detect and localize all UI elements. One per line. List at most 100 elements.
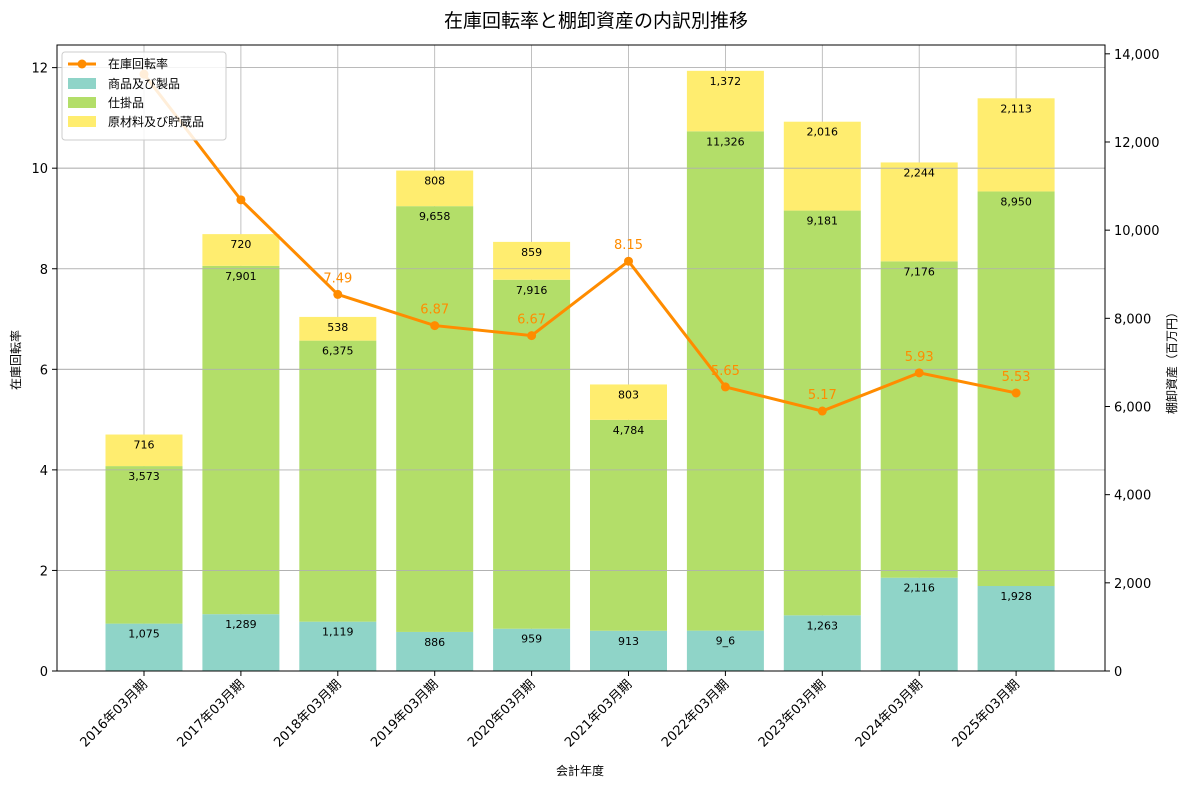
bar-value-label: 11,326	[706, 135, 745, 148]
rate-value-label: 5.93	[905, 350, 934, 365]
rate-point	[914, 368, 924, 378]
rate-value-label: 5.65	[711, 364, 740, 379]
x-tick-label: 2025年03月期	[950, 677, 1023, 750]
y-left-tick-label: 6	[40, 363, 48, 378]
y-right-tick-label: 0	[1114, 665, 1122, 680]
bar-value-label: 1,928	[1000, 590, 1032, 603]
bar-segment	[977, 98, 1055, 192]
y-right-tick-label: 8,000	[1114, 312, 1151, 327]
bar-segment	[105, 466, 183, 624]
bar-segment	[686, 131, 764, 631]
bar-value-label: 1,372	[710, 75, 742, 88]
bar-value-label: 3,573	[128, 470, 160, 483]
rate-point	[624, 256, 633, 266]
legend-swatch	[68, 97, 96, 108]
bar-segment	[590, 419, 667, 631]
bar-segment	[783, 615, 861, 671]
x-tick-label: 2017年03月期	[174, 677, 247, 750]
rate-value-label: 7.49	[323, 271, 352, 286]
y-left-tick-label: 0	[40, 665, 48, 680]
x-tick-label: 2016年03月期	[78, 677, 151, 750]
y-right-tick-label: 4,000	[1114, 489, 1151, 504]
bar-value-label: 9_6	[716, 635, 736, 648]
bar-value-label: 859	[521, 246, 542, 259]
bar-segment	[880, 162, 958, 262]
legend-entry-label: 商品及び製品	[108, 76, 180, 91]
rate-point	[817, 406, 827, 416]
x-tick-label: 2019年03月期	[368, 677, 441, 750]
bar-segment	[880, 577, 958, 671]
rate-line-path	[142, 73, 1017, 413]
bar-segment	[977, 586, 1055, 671]
chart-title: 在庫回転率と棚卸資産の内訳別推移	[444, 10, 748, 32]
bar-value-label: 716	[134, 439, 155, 452]
legend-entry-label: 在庫回転率	[108, 56, 168, 71]
bar-segment	[590, 384, 667, 420]
bar-value-label: 1,289	[225, 618, 257, 631]
bar-value-label: 803	[618, 388, 639, 401]
x-tick-label: 2022年03月期	[659, 677, 732, 750]
bar-value-label: 1,075	[128, 628, 160, 641]
bar-value-label: 2,113	[1000, 102, 1032, 115]
rate-point	[430, 321, 440, 331]
x-tick-label: 2020年03月期	[465, 677, 538, 750]
rate-point	[527, 331, 537, 341]
bar-segment	[202, 265, 280, 615]
bar-value-label: 959	[521, 633, 542, 646]
y-right-tick-label: 14,000	[1114, 48, 1160, 63]
legend-entry-label: 原材料及び貯蔵品	[108, 115, 204, 129]
bar-value-label: 7,916	[516, 284, 548, 297]
bar-segment	[493, 628, 571, 671]
bar-value-label: 8,950	[1000, 195, 1032, 208]
bar-segment	[105, 434, 183, 467]
bar-segment	[590, 630, 667, 671]
legend-entry-label: 仕掛品	[108, 95, 144, 110]
bar-segment	[202, 234, 280, 266]
rate-point	[333, 289, 343, 299]
bar-segment	[880, 261, 958, 578]
rate-value-label: 6.87	[420, 303, 449, 318]
bar-value-label: 2,016	[807, 126, 839, 139]
legend-box	[61, 51, 227, 141]
bar-value-label: 886	[424, 636, 445, 649]
bar-segment	[686, 630, 764, 671]
x-tick-label: 2018年03月期	[271, 677, 344, 750]
rate-value-label: 5.17	[808, 388, 837, 403]
rate-point	[720, 382, 730, 392]
y-left-tick-label: 12	[31, 62, 48, 77]
bar-value-label: 6,375	[322, 345, 354, 358]
x-tick-label: 2021年03月期	[562, 677, 635, 750]
bar-value-label: 913	[618, 635, 639, 648]
bar-value-label: 720	[230, 238, 251, 251]
rate-point	[236, 195, 246, 205]
y-left-tick-label: 4	[40, 464, 48, 479]
bar-segment	[783, 121, 861, 211]
y-left-tick-label: 8	[40, 263, 48, 278]
bar-value-label: 1,263	[807, 619, 839, 632]
y-right-tick-label: 2,000	[1114, 577, 1151, 592]
legend-swatch	[68, 78, 96, 89]
rate-value-label: 6.67	[517, 313, 546, 328]
bar-value-label: 4,784	[613, 424, 645, 437]
bar-value-label: 2,116	[903, 582, 935, 595]
y-right-tick-label: 6,000	[1114, 400, 1151, 415]
bars	[57, 67, 1105, 672]
bar-segment	[396, 206, 474, 632]
y-axis-left-label: 在庫回転率	[8, 330, 23, 390]
y-axis-right-label: 棚卸資産（百万円）	[1164, 306, 1179, 414]
bar-segment	[493, 241, 571, 280]
bar-value-label: 2,244	[903, 166, 935, 179]
bar-segment	[686, 70, 764, 132]
bar-value-label: 1,119	[322, 626, 354, 639]
bar-value-label: 9,181	[807, 215, 839, 228]
x-tick-label: 2023年03月期	[756, 677, 829, 750]
y-left-tick-label: 2	[40, 564, 48, 579]
plot-frame	[56, 44, 1106, 672]
bar-segment	[105, 623, 183, 671]
bar-segment	[202, 614, 280, 671]
bar-value-label: 7,176	[903, 265, 935, 278]
legend-swatch	[68, 116, 96, 127]
y-right-tick-label: 12,000	[1114, 136, 1160, 151]
